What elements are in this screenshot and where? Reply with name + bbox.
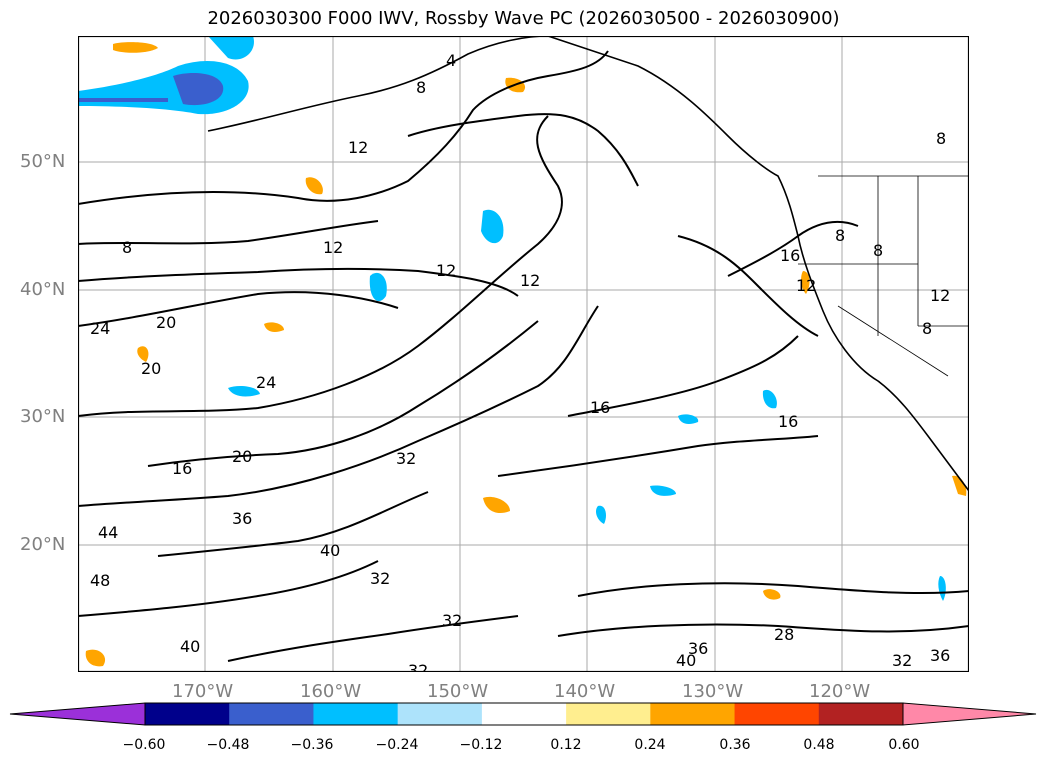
colorbar-segment bbox=[650, 703, 736, 725]
colorbar-tick-label: 0.60 bbox=[888, 737, 920, 753]
contour-label: 40 bbox=[676, 651, 696, 670]
map-background bbox=[78, 36, 969, 672]
iwv-contours bbox=[78, 50, 969, 662]
gridlines bbox=[78, 36, 969, 672]
contour-label: 44 bbox=[98, 523, 118, 542]
colorbar-tick-label: 0.12 bbox=[550, 737, 582, 753]
lat-label-40: 40°N bbox=[20, 279, 66, 300]
contour-label: 32 bbox=[892, 651, 912, 670]
lon-label-140w: 140°W bbox=[554, 681, 616, 702]
contour-label: 32 bbox=[408, 661, 428, 672]
contour-label: 8 bbox=[873, 241, 883, 260]
lon-label-170w: 170°W bbox=[172, 681, 234, 702]
contour-label: 48 bbox=[90, 571, 110, 590]
lon-label-160w: 160°W bbox=[300, 681, 362, 702]
contour-label: 20 bbox=[156, 313, 176, 332]
contour-label: 40 bbox=[180, 637, 200, 656]
colorbar-tick-label: −0.60 bbox=[122, 737, 166, 753]
colorbar-min-arrow bbox=[9, 702, 146, 726]
contour-label: 36 bbox=[232, 509, 252, 528]
contour-label: 36 bbox=[930, 646, 950, 665]
contour-label: 16 bbox=[778, 412, 798, 431]
contour-label: 20 bbox=[232, 447, 252, 466]
colorbar-segment bbox=[397, 703, 483, 725]
contour-label: 8 bbox=[122, 238, 132, 257]
lon-label-130w: 130°W bbox=[682, 681, 744, 702]
map-frame bbox=[78, 36, 969, 672]
contour-label: 8 bbox=[416, 78, 426, 97]
state-borders bbox=[798, 175, 969, 377]
contour-label: 24 bbox=[256, 373, 276, 392]
colorbar-frame bbox=[144, 702, 904, 726]
contour-label: 12 bbox=[436, 261, 456, 280]
contour-labels: 4 8 12 8 12 12 12 8 8 16 8 12 12 8 20 20… bbox=[90, 51, 950, 672]
lat-label-30: 30°N bbox=[20, 406, 66, 427]
lon-label-120w: 120°W bbox=[809, 681, 871, 702]
colorbar-segment bbox=[313, 703, 399, 725]
contour-label: 12 bbox=[323, 238, 343, 257]
contour-label: 12 bbox=[348, 138, 368, 157]
colorbar-segment bbox=[481, 703, 567, 725]
contour-label: 40 bbox=[320, 541, 340, 560]
colorbar-tick-label: 0.48 bbox=[803, 737, 835, 753]
lat-label-20: 20°N bbox=[20, 534, 66, 555]
map-title: 2026030300 F000 IWV, Rossby Wave PC (202… bbox=[207, 8, 840, 29]
lat-label-50: 50°N bbox=[20, 151, 66, 172]
map-plot: 4 8 12 8 12 12 12 8 8 16 8 12 12 8 20 20… bbox=[78, 36, 969, 672]
colorbar-max-arrow bbox=[902, 702, 1037, 726]
contour-label: 16 bbox=[172, 459, 192, 478]
colorbar-segment bbox=[229, 703, 314, 725]
colorbar-tick-label: 0.36 bbox=[719, 737, 751, 753]
colorbar-tick-label: −0.12 bbox=[459, 737, 503, 753]
contour-label: 24 bbox=[90, 319, 110, 338]
lon-label-150w: 150°W bbox=[427, 681, 489, 702]
colorbar-tick-label: −0.48 bbox=[206, 737, 250, 753]
colorbar-tick-label: −0.24 bbox=[375, 737, 419, 753]
contour-label: 12 bbox=[520, 271, 540, 290]
colorbar-tick-label: 0.24 bbox=[634, 737, 666, 753]
contour-label: 32 bbox=[370, 569, 390, 588]
contour-label: 16 bbox=[590, 398, 610, 417]
contour-label: 8 bbox=[936, 129, 946, 148]
colorbar-segment bbox=[818, 703, 904, 725]
colorbar-segment bbox=[566, 703, 651, 725]
contour-label: 32 bbox=[396, 449, 416, 468]
contour-label: 8 bbox=[922, 319, 932, 338]
contour-label: 4 bbox=[446, 51, 456, 70]
contour-label: 20 bbox=[141, 359, 161, 378]
contour-label: 12 bbox=[796, 276, 816, 295]
contour-label: 16 bbox=[780, 246, 800, 265]
colorbar-segment bbox=[734, 703, 820, 725]
contour-label: 36 bbox=[688, 639, 708, 658]
contour-label: 28 bbox=[774, 625, 794, 644]
contour-label: 8 bbox=[835, 226, 845, 245]
colorbar bbox=[9, 702, 1037, 726]
anomaly-shading bbox=[78, 36, 967, 667]
contour-label: 12 bbox=[930, 286, 950, 305]
contour-label: 32 bbox=[442, 611, 462, 630]
colorbar-segment bbox=[145, 703, 230, 725]
colorbar-tick-label: −0.36 bbox=[290, 737, 334, 753]
